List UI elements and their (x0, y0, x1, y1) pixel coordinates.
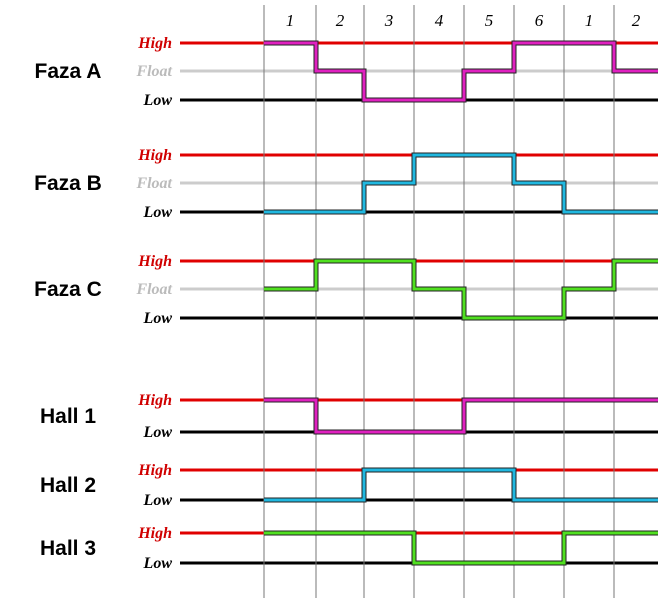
level-label: High (137, 253, 172, 270)
level-label: High (137, 35, 172, 52)
signal-name: Faza C (34, 278, 102, 301)
signal-name: Faza B (34, 172, 102, 195)
step-label: 4 (435, 11, 444, 30)
waveform (264, 41, 658, 102)
waveform-outline (264, 467, 658, 503)
waveform (264, 153, 658, 214)
signal-name: Hall 3 (40, 537, 96, 560)
step-label: 3 (384, 11, 394, 30)
waveform (264, 259, 658, 320)
step-label: 1 (286, 11, 295, 30)
level-label: Low (143, 310, 173, 327)
level-label: High (137, 392, 172, 409)
level-label: Low (143, 555, 173, 572)
level-label: High (137, 525, 172, 542)
level-label: Low (143, 492, 173, 509)
level-label: Low (143, 204, 173, 221)
waveform (264, 468, 658, 502)
level-label: High (137, 462, 172, 479)
signal-name: Hall 1 (40, 405, 96, 428)
signal-name: Faza A (35, 60, 102, 83)
step-label: 5 (485, 11, 494, 30)
waveform (264, 531, 658, 565)
waveform (264, 398, 658, 434)
step-label: 6 (535, 11, 544, 30)
waveform-outline (264, 530, 658, 566)
step-label: 2 (336, 11, 345, 30)
level-label: High (137, 147, 172, 164)
level-label: Float (135, 63, 172, 80)
level-label: Low (143, 424, 173, 441)
level-label: Float (135, 281, 172, 298)
step-label: 2 (632, 11, 641, 30)
step-label: 1 (585, 11, 594, 30)
level-label: Low (143, 92, 173, 109)
signal-name: Hall 2 (40, 474, 96, 497)
waveform-outline (264, 397, 658, 435)
level-label: Float (135, 175, 172, 192)
